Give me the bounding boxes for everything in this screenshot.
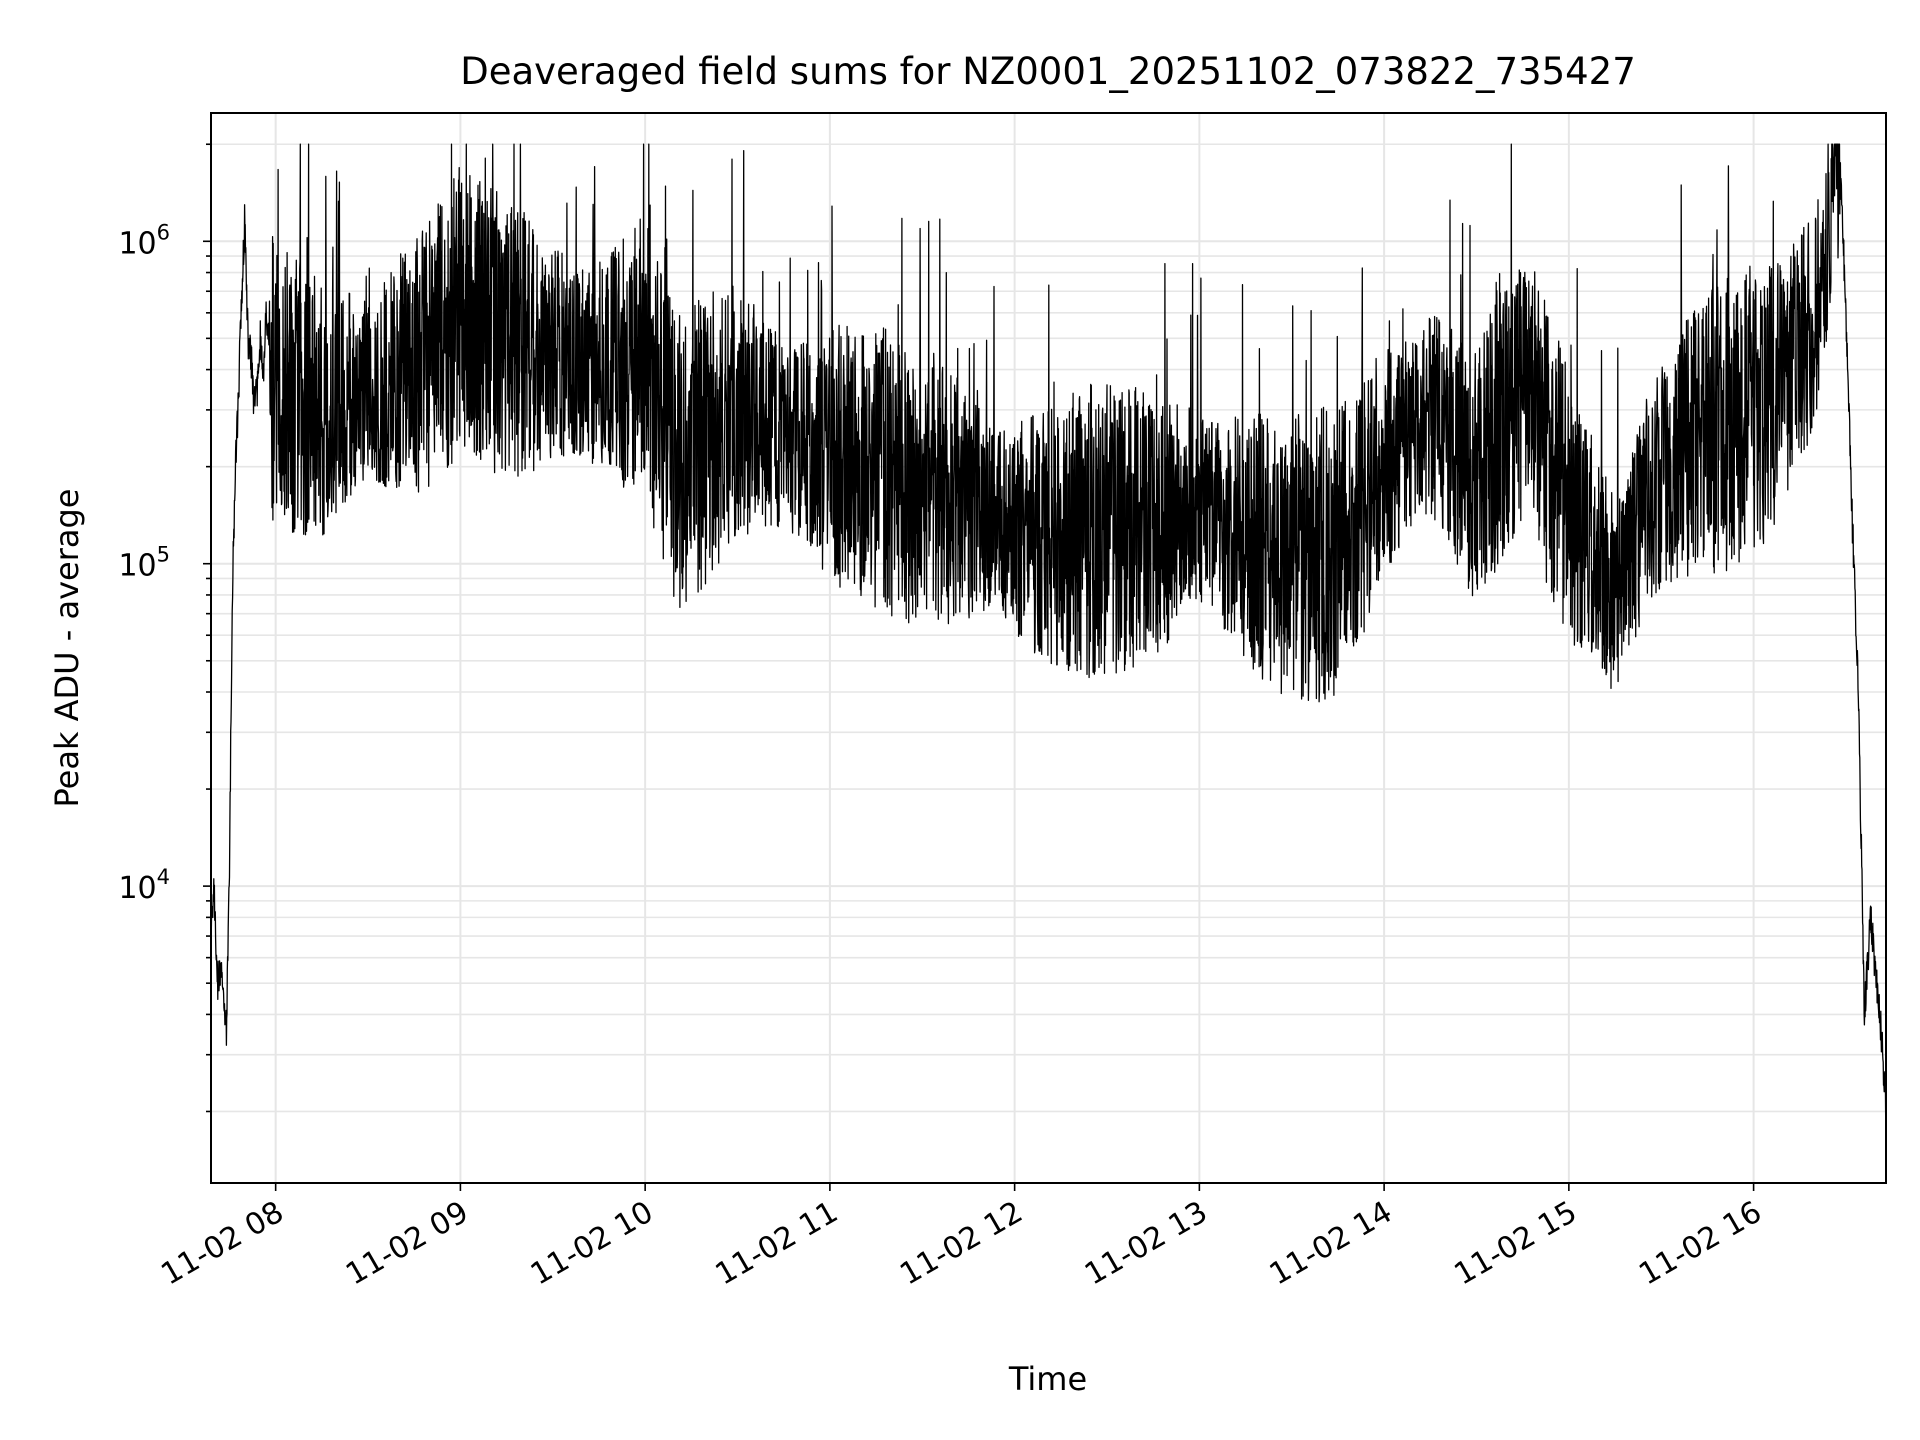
y-tick-label: 105 bbox=[118, 543, 170, 584]
x-axis-label: Time bbox=[1008, 1360, 1087, 1398]
series-layer bbox=[210, 143, 1887, 1123]
plot-frame bbox=[210, 112, 1887, 1184]
y-tick-label: 104 bbox=[118, 865, 170, 906]
chart-title: Deaveraged field sums for NZ0001_2025110… bbox=[460, 50, 1636, 93]
y-axis-label: Peak ADU - average bbox=[48, 489, 86, 808]
series-line bbox=[210, 143, 1887, 1123]
y-tick-label: 106 bbox=[118, 220, 170, 261]
